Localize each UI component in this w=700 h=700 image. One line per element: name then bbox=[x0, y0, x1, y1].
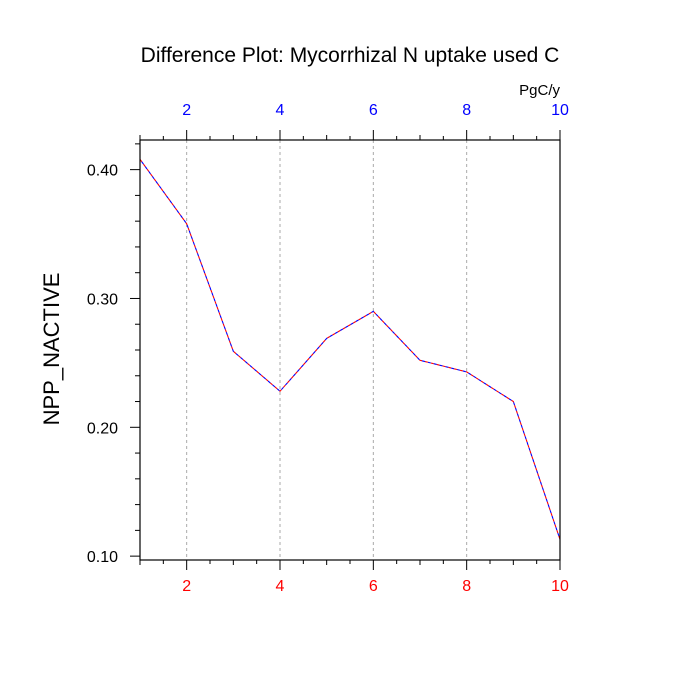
chart-title: Difference Plot: Mycorrhizal N uptake us… bbox=[141, 44, 560, 67]
top-axis-unit-label: PgC/y bbox=[519, 82, 560, 99]
x-tick-label-bottom: 6 bbox=[369, 578, 378, 595]
x-tick-label-bottom: 8 bbox=[462, 578, 471, 595]
x-tick-label-top: 8 bbox=[462, 102, 471, 119]
x-tick-label-bottom: 4 bbox=[276, 578, 285, 595]
series-layer bbox=[139, 159, 561, 540]
series-line-0-blue bbox=[139, 159, 561, 540]
x-tick-label-bottom: 2 bbox=[182, 578, 191, 595]
x-tick-label-top: 10 bbox=[551, 102, 569, 119]
x-tick-label-top: 4 bbox=[276, 102, 285, 119]
y-tick-label: 0.40 bbox=[87, 163, 118, 180]
axes: 2 2 4 4 6 6 8 8 10 10 0.10 0.20 0.30 0.40 bbox=[87, 102, 569, 595]
plot-frame bbox=[139, 139, 561, 561]
x-tick-label-top: 2 bbox=[182, 102, 191, 119]
y-tick-label: 0.30 bbox=[87, 291, 118, 308]
y-tick-label: 0.20 bbox=[87, 420, 118, 437]
y-tick-label: 0.10 bbox=[87, 549, 118, 566]
y-axis-label: NPP_NACTIVE bbox=[39, 273, 64, 426]
x-tick-label-top: 6 bbox=[369, 102, 378, 119]
series-line-0-red bbox=[139, 159, 561, 540]
x-tick-label-bottom: 10 bbox=[551, 578, 569, 595]
grid-lines bbox=[186, 140, 468, 560]
